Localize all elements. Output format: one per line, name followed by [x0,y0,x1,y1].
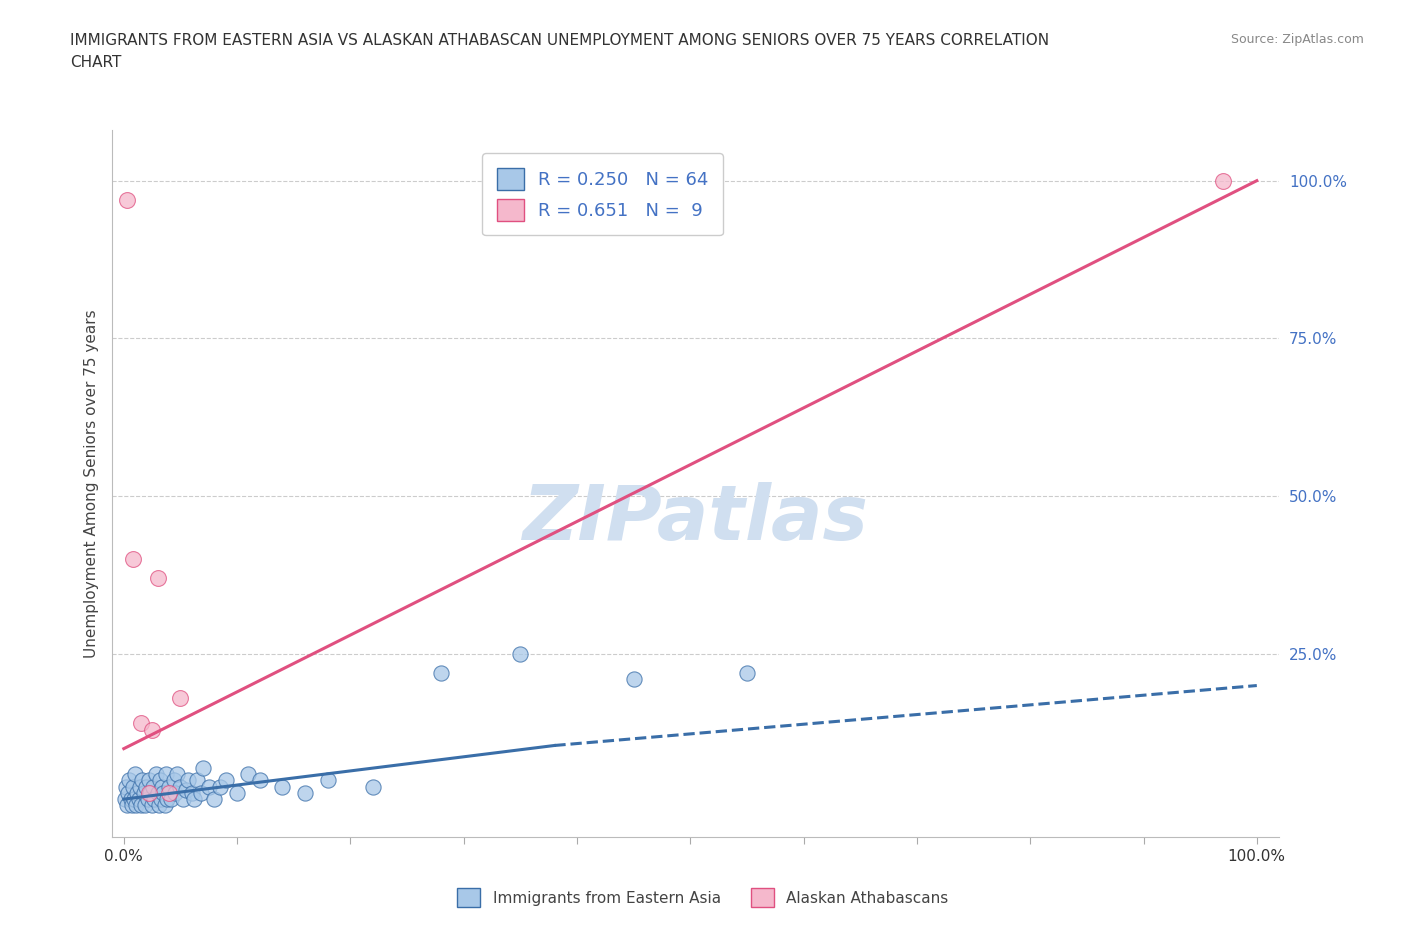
Point [157,785,180,800]
Point [197,779,219,794]
Point [163,785,186,800]
Point [122,779,145,794]
Point [190,785,212,800]
Point [114,791,136,806]
Point [115,779,138,794]
Point [134,798,156,813]
Point [226,785,249,800]
Legend: Immigrants from Eastern Asia, Alaskan Athabascans: Immigrants from Eastern Asia, Alaskan At… [451,883,955,913]
Point [155,766,177,781]
Point [124,766,146,781]
Point [157,779,180,794]
Point [128,779,150,794]
Point [271,779,294,794]
Point [169,779,191,794]
Point [120,791,142,806]
Point [138,773,160,788]
Text: ZIPatlas: ZIPatlas [523,482,869,556]
Point [143,791,166,806]
Point [129,798,152,813]
Point [209,779,232,794]
Point [118,773,141,788]
Point [509,646,531,661]
Point [139,785,162,800]
Point [174,782,197,797]
Point [172,791,194,806]
Point [430,666,453,681]
Point [135,779,157,794]
Point [316,773,339,788]
Point [121,798,143,813]
Y-axis label: Unemployment Among Seniors over 75 years: Unemployment Among Seniors over 75 years [83,310,98,658]
Point [150,779,173,794]
Point [180,785,202,800]
Legend: R = 0.250   N = 64, R = 0.651   N =  9: R = 0.250 N = 64, R = 0.651 N = 9 [482,153,723,235]
Text: IMMIGRANTS FROM EASTERN ASIA VS ALASKAN ATHABASCAN UNEMPLOYMENT AMONG SENIORS OV: IMMIGRANTS FROM EASTERN ASIA VS ALASKAN … [70,33,1049,70]
Point [138,785,160,800]
Point [141,798,163,813]
Point [150,791,173,806]
Point [122,791,145,806]
Point [122,551,145,566]
Point [191,760,214,775]
Point [152,785,174,800]
Point [141,723,163,737]
Point [153,798,176,813]
Point [156,791,179,806]
Point [128,791,150,806]
Point [125,798,148,813]
Point [160,791,183,806]
Point [177,773,200,788]
Point [169,691,191,706]
Point [136,791,159,806]
Point [238,766,260,781]
Point [127,785,149,800]
Point [204,791,226,806]
Point [735,666,758,681]
Point [134,785,156,800]
Point [115,798,138,813]
Point [148,798,170,813]
Point [115,193,138,207]
Point [186,773,208,788]
Point [623,671,645,686]
Point [163,773,186,788]
Point [294,785,316,800]
Point [149,773,172,788]
Point [215,773,238,788]
Text: Source: ZipAtlas.com: Source: ZipAtlas.com [1230,33,1364,46]
Point [166,766,188,781]
Point [361,779,384,794]
Point [146,785,169,800]
Point [129,716,152,731]
Point [131,773,153,788]
Point [117,785,139,800]
Point [145,766,167,781]
Point [249,773,271,788]
Point [1212,173,1234,188]
Point [146,571,169,586]
Point [183,791,205,806]
Point [142,779,165,794]
